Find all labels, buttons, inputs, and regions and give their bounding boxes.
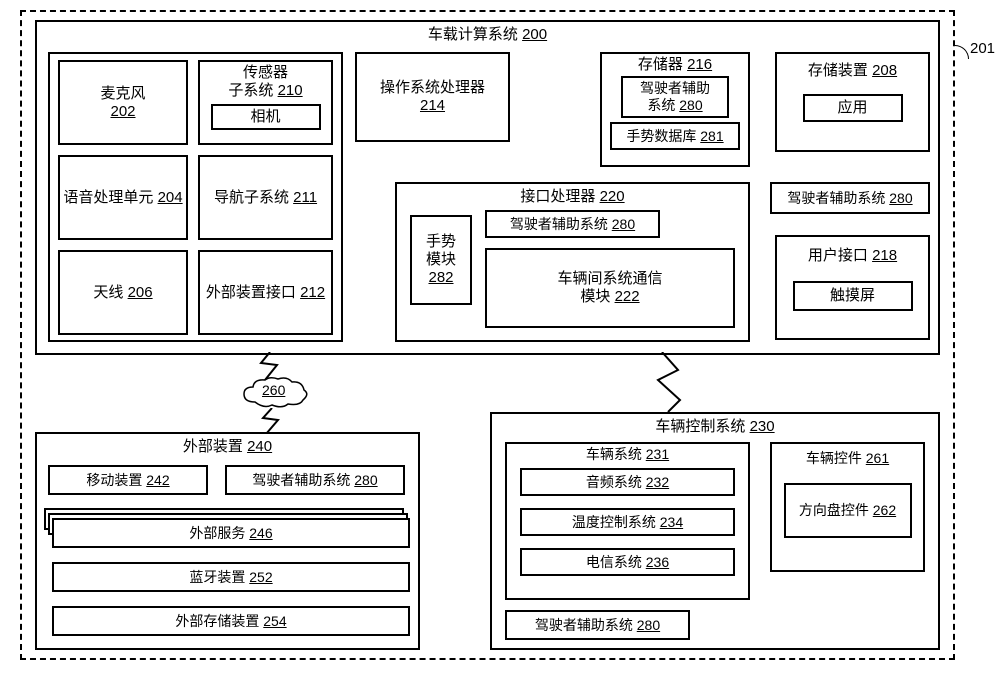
ext-svc: 外部服务 246 [52, 518, 410, 548]
ext-bt: 蓝牙装置 252 [52, 562, 410, 592]
mem-gesture-db: 手势数据库 281 [610, 122, 740, 150]
vsys-tele: 电信系统 236 [520, 548, 735, 576]
nav-box: 导航子系统 211 [198, 155, 333, 240]
voice-box: 语音处理单元 204 [58, 155, 188, 240]
ui-touch: 触摸屏 [793, 281, 913, 311]
vctrl-box: 车辆控件 261 方向盘控件 262 [770, 442, 925, 572]
vsys-audio: 音频系统 232 [520, 468, 735, 496]
lead-201 [955, 45, 969, 59]
sensor-box: 传感器 子系统 210 相机 [198, 60, 333, 145]
vsys-temp: 温度控制系统 234 [520, 508, 735, 536]
memory-box: 存储器 216 驾驶者辅助 系统 280 手势数据库 281 [600, 52, 750, 167]
ui-box: 用户接口 218 触摸屏 [775, 235, 930, 340]
osproc-box: 操作系统处理器 214 [355, 52, 510, 142]
extif-box: 外部装置接口 212 [198, 250, 333, 335]
mic-box: 麦克风 202 [58, 60, 188, 145]
gesture-module: 手势 模块 282 [410, 215, 472, 305]
cloud-ref: 260 [262, 382, 285, 398]
storage-box: 存储装置 208 应用 [775, 52, 930, 152]
main-das: 驾驶者辅助系统 280 [770, 182, 930, 214]
ext-storage: 外部存储装置 254 [52, 606, 410, 636]
antenna-box: 天线 206 [58, 250, 188, 335]
ivc-module: 车辆间系统通信 模块 222 [485, 248, 735, 328]
sensor-camera: 相机 [211, 104, 321, 130]
ext-das: 驾驶者辅助系统 280 [225, 465, 405, 495]
ref-201: 201 [970, 40, 995, 57]
ifproc-das: 驾驶者辅助系统 280 [485, 210, 660, 238]
mem-das: 驾驶者辅助 系统 280 [621, 76, 729, 118]
bolt-down [258, 408, 286, 434]
ext-mobile: 移动装置 242 [48, 465, 208, 495]
vctrl-wheel: 方向盘控件 262 [784, 483, 912, 538]
bolt-right [650, 352, 690, 412]
main-title: 车载计算系统 200 [428, 26, 547, 44]
vcs-das: 驾驶者辅助系统 280 [505, 610, 690, 640]
storage-app: 应用 [803, 94, 903, 122]
